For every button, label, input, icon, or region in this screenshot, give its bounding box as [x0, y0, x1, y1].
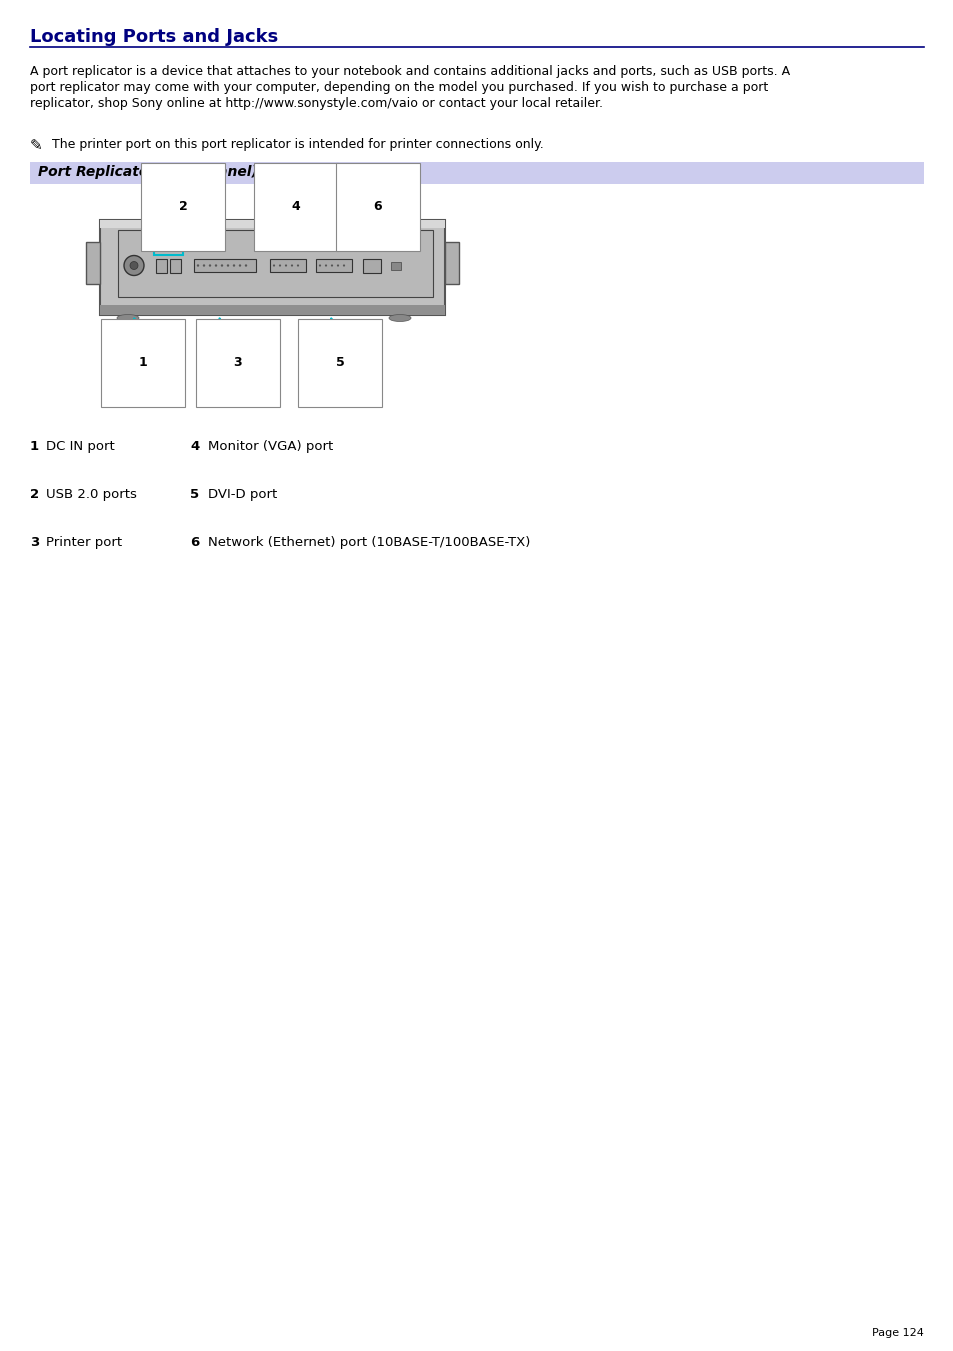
Text: 2: 2 [172, 200, 187, 215]
Bar [100, 305, 444, 315]
Circle shape [291, 265, 293, 266]
Text: 3: 3 [30, 536, 39, 549]
Text: 1: 1 [132, 319, 147, 370]
Circle shape [331, 265, 333, 266]
Circle shape [124, 255, 144, 276]
Bar [156, 258, 167, 273]
Bar [100, 220, 444, 315]
Text: 5: 5 [190, 488, 199, 501]
Bar [153, 250, 183, 254]
Text: 2: 2 [30, 488, 39, 501]
Circle shape [203, 265, 205, 266]
Text: USB 2.0 ports: USB 2.0 ports [46, 488, 136, 501]
Circle shape [285, 265, 287, 266]
Text: 3: 3 [219, 319, 242, 370]
Circle shape [278, 265, 281, 266]
Text: 5: 5 [330, 319, 344, 370]
Ellipse shape [389, 315, 411, 322]
Circle shape [196, 265, 199, 266]
Text: replicator, shop Sony online at http://www.sonystyle.com/vaio or contact your lo: replicator, shop Sony online at http://w… [30, 97, 602, 109]
Text: Locating Ports and Jacks: Locating Ports and Jacks [30, 28, 278, 46]
Circle shape [342, 265, 345, 266]
Bar [170, 258, 181, 273]
Circle shape [130, 262, 138, 269]
Circle shape [214, 265, 217, 266]
Bar [363, 258, 380, 273]
Ellipse shape [117, 315, 139, 322]
Text: Page 124: Page 124 [871, 1328, 923, 1337]
Text: 1: 1 [30, 440, 39, 453]
Circle shape [238, 265, 241, 266]
Circle shape [296, 265, 299, 266]
Bar [444, 242, 458, 284]
Text: Port Replicator (Back Panel): Port Replicator (Back Panel) [38, 165, 257, 178]
Text: port replicator may come with your computer, depending on the model you purchase: port replicator may come with your compu… [30, 81, 767, 95]
Text: 4: 4 [190, 440, 199, 453]
Text: 6: 6 [374, 200, 382, 213]
Circle shape [227, 265, 229, 266]
Bar [100, 220, 444, 228]
Bar [315, 259, 352, 272]
Text: 6: 6 [190, 536, 199, 549]
Text: Printer port: Printer port [46, 536, 122, 549]
Bar [118, 230, 433, 297]
Bar [86, 242, 100, 284]
Bar [270, 259, 306, 272]
Circle shape [220, 265, 223, 266]
Bar [30, 162, 923, 184]
Circle shape [336, 265, 338, 266]
Bar [391, 262, 400, 269]
Circle shape [318, 265, 321, 266]
Circle shape [273, 265, 274, 266]
Text: 4: 4 [291, 200, 300, 213]
Circle shape [209, 265, 211, 266]
Text: DVI-D port: DVI-D port [208, 488, 277, 501]
Text: The printer port on this port replicator is intended for printer connections onl: The printer port on this port replicator… [52, 138, 543, 151]
Text: A port replicator is a device that attaches to your notebook and contains additi: A port replicator is a device that attac… [30, 65, 789, 78]
Circle shape [245, 265, 247, 266]
Text: DC IN port: DC IN port [46, 440, 114, 453]
Text: Monitor (VGA) port: Monitor (VGA) port [208, 440, 333, 453]
Text: Network (Ethernet) port (10BASE-T/100BASE-TX): Network (Ethernet) port (10BASE-T/100BAS… [208, 536, 530, 549]
Bar [193, 259, 255, 272]
Text: ✎: ✎ [30, 138, 43, 153]
Circle shape [325, 265, 327, 266]
Circle shape [233, 265, 235, 266]
